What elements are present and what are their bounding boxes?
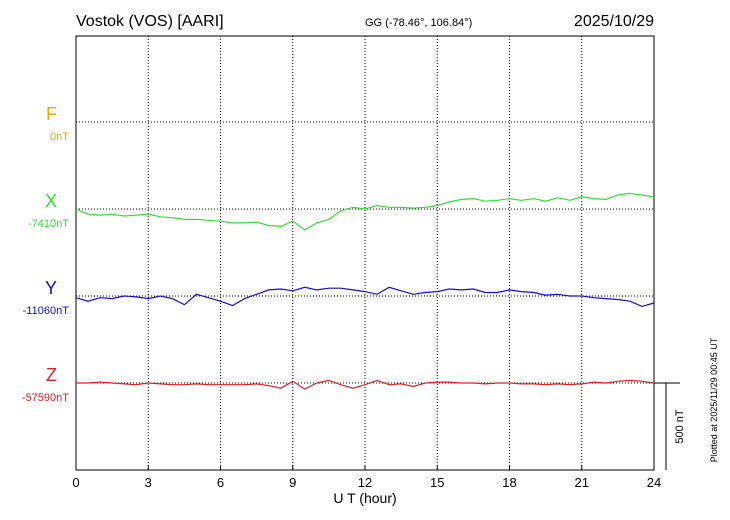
series-line-z [76, 379, 655, 390]
x-tick-label: 6 [217, 475, 224, 490]
series-layer [75, 192, 655, 390]
series-line-x [75, 192, 655, 231]
series-labels: F 0nT X -7410nT Y -11060nT Z -57590nT [22, 104, 69, 404]
x-axis-label: U T (hour) [333, 490, 396, 506]
x-tick-label: 18 [502, 475, 516, 490]
series-baseline-label-f: 0nT [50, 131, 69, 143]
series-name-z: Z [46, 365, 57, 385]
series-name-x: X [45, 191, 57, 211]
scale-bar: 500 nT [654, 382, 686, 470]
series-name-y: Y [45, 278, 57, 298]
series-name-f: F [46, 104, 57, 124]
station-title: Vostok (VOS) [AARI] [76, 13, 224, 30]
x-tick-label: 21 [575, 475, 589, 490]
gridlines [76, 36, 654, 470]
chart-date: 2025/10/29 [574, 13, 654, 30]
scale-bar-label: 500 nT [674, 409, 686, 444]
x-tick-label: 12 [358, 475, 372, 490]
station-coordinates: GG (-78.46°, 106.84°) [365, 17, 472, 29]
x-tick-label: 0 [72, 475, 79, 490]
x-tick-label: 24 [647, 475, 661, 490]
x-axis-ticks: 0 3 6 9 12 15 18 21 24 [72, 465, 661, 490]
series-baseline-label-z: -57590nT [22, 392, 69, 404]
series-baseline-label-x: -7410nT [28, 218, 69, 230]
plotted-timestamp: Plotted at 2025/11/29 00:45 UT [709, 337, 719, 462]
x-tick-label: 3 [145, 475, 152, 490]
x-tick-label: 9 [289, 475, 296, 490]
x-tick-label: 15 [430, 475, 444, 490]
series-line-y [75, 286, 655, 308]
series-baseline-label-y: -11060nT [23, 305, 70, 317]
